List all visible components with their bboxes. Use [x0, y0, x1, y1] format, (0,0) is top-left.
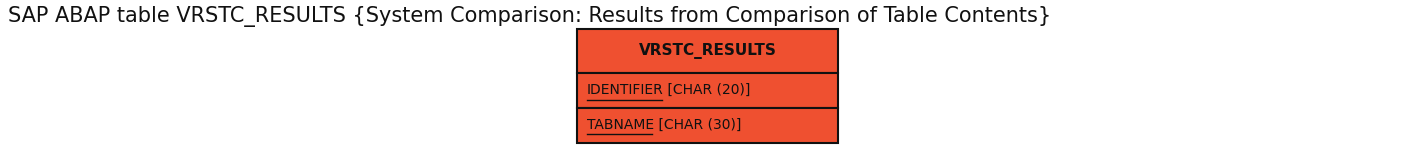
Bar: [577, 29, 838, 73]
Bar: [577, 108, 838, 143]
Text: SAP ABAP table VRSTC_RESULTS {System Comparison: Results from Comparison of Tabl: SAP ABAP table VRSTC_RESULTS {System Com…: [8, 6, 1051, 27]
Text: [CHAR (30)]: [CHAR (30)]: [654, 118, 741, 132]
Bar: [577, 73, 838, 108]
Text: [CHAR (20)]: [CHAR (20)]: [664, 83, 751, 97]
Text: TABNAME: TABNAME: [587, 118, 654, 132]
Text: VRSTC_RESULTS: VRSTC_RESULTS: [638, 43, 777, 59]
Text: IDENTIFIER: IDENTIFIER: [587, 83, 664, 97]
